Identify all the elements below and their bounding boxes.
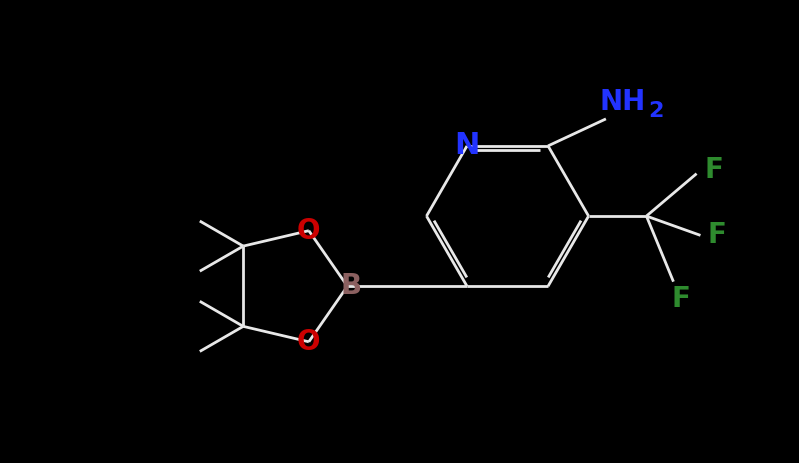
Text: O: O: [297, 328, 320, 356]
Text: N: N: [455, 131, 479, 160]
Text: NH: NH: [600, 88, 646, 116]
Text: O: O: [297, 217, 320, 244]
Text: 2: 2: [649, 101, 664, 121]
Text: F: F: [708, 221, 727, 250]
Text: B: B: [340, 272, 362, 300]
Text: F: F: [672, 285, 690, 313]
Text: F: F: [704, 156, 723, 184]
